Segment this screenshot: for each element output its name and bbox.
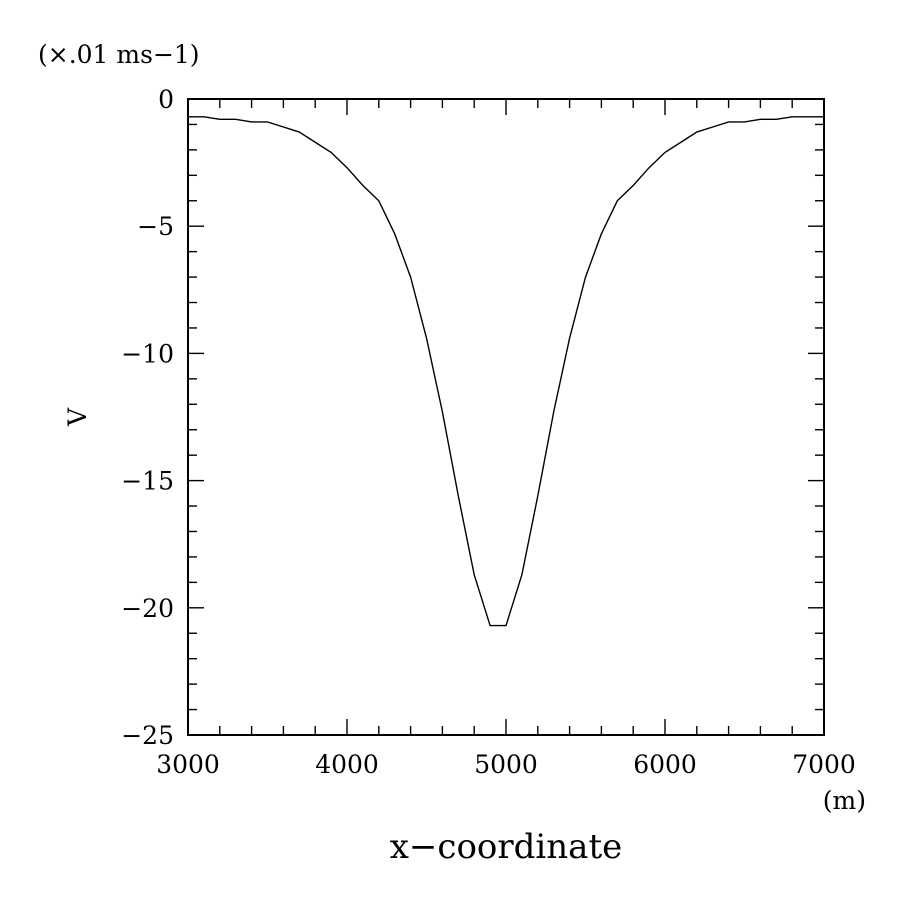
x-tick-labels: 3000 4000 5000 6000 7000	[156, 750, 856, 779]
x-tick-label: 5000	[474, 750, 538, 779]
x-tick-label: 3000	[156, 750, 220, 779]
y-tick-label: −10	[121, 339, 174, 368]
x-tick-label: 6000	[633, 750, 697, 779]
plot-frame	[187, 98, 825, 736]
y-tick-label: −5	[137, 212, 174, 241]
y-tick-label: −20	[121, 594, 174, 623]
x-tick-label: 4000	[315, 750, 379, 779]
axis-ticks	[187, 98, 825, 736]
y-axis-label: V	[63, 407, 92, 427]
x-axis-label: x−coordinate	[390, 827, 623, 867]
x-unit-label: (m)	[823, 786, 866, 815]
y-tick-label: 0	[158, 85, 174, 114]
y-tick-label: −15	[121, 467, 174, 496]
y-unit-label: (×.01 ms−1)	[38, 40, 200, 69]
series-line	[188, 116, 824, 627]
y-tick-labels: 0 −5 −10 −15 −20 −25	[121, 85, 174, 750]
x-tick-label: 7000	[792, 750, 856, 779]
y-tick-label: −25	[121, 721, 174, 750]
